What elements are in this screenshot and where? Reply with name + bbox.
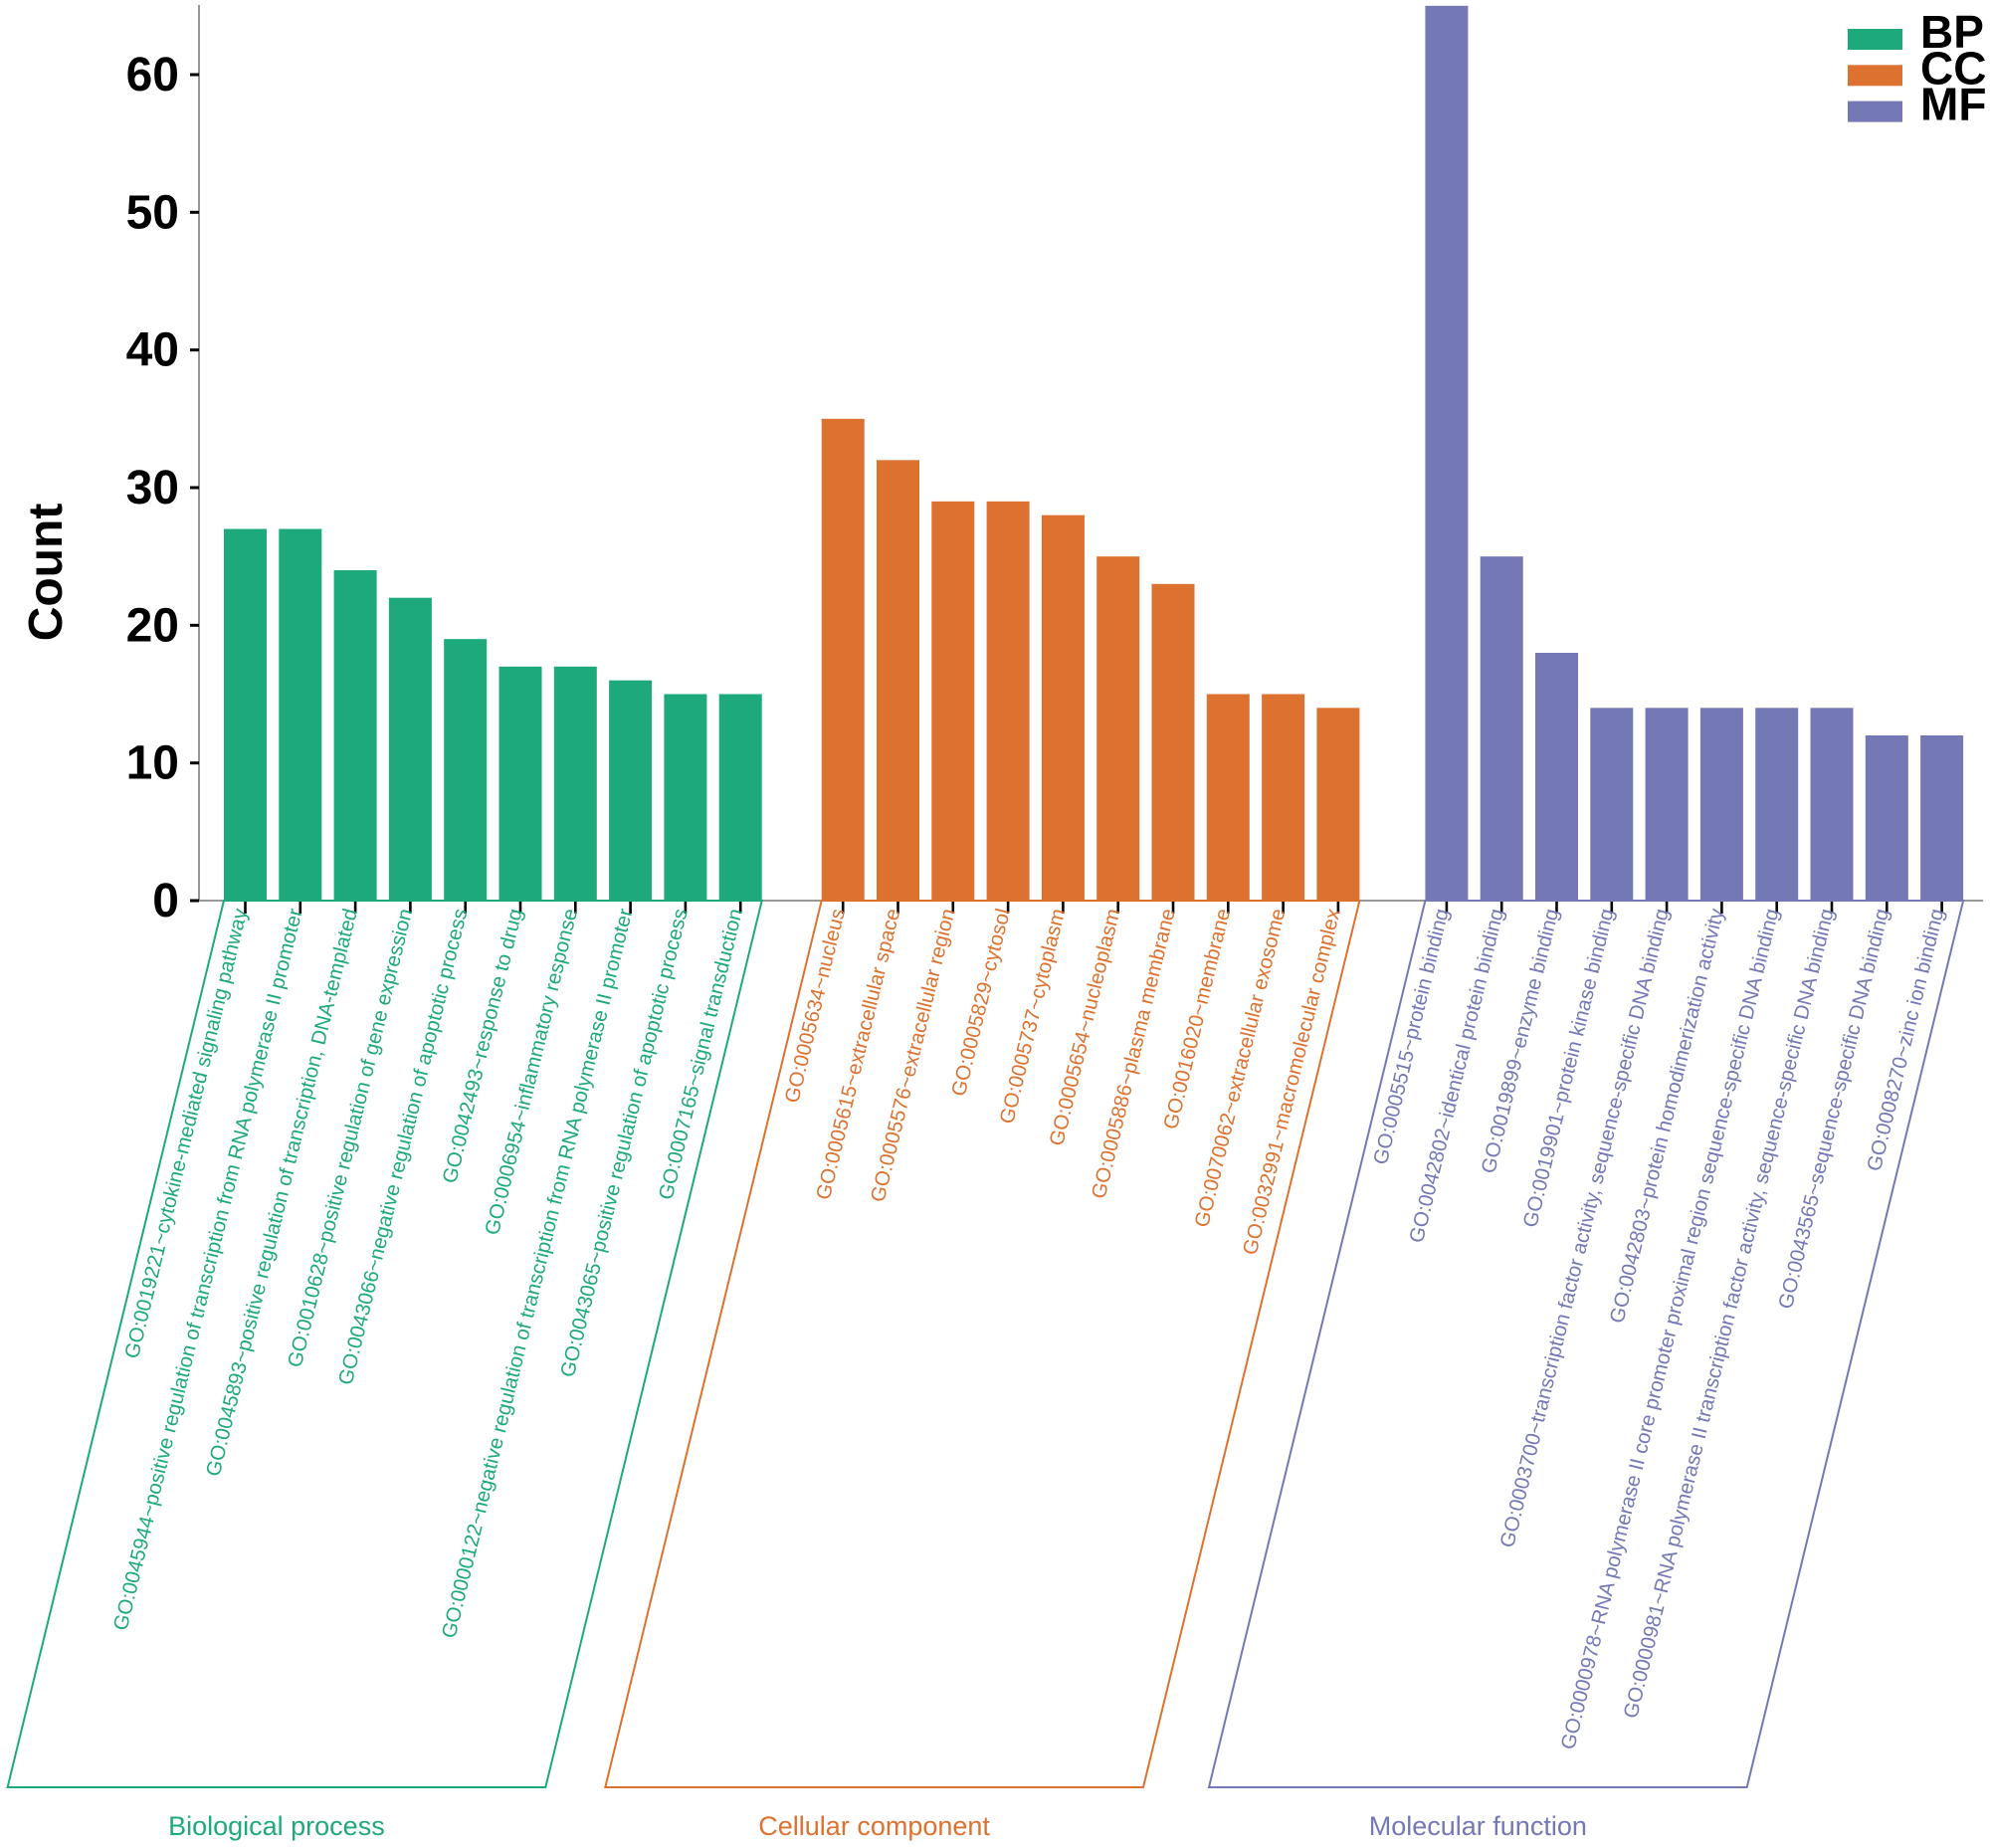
svg-text:MF: MF <box>1920 79 1986 130</box>
svg-text:20: 20 <box>126 599 179 652</box>
svg-text:10: 10 <box>126 737 179 790</box>
svg-text:Biological process: Biological process <box>168 1811 385 1841</box>
svg-text:Count: Count <box>20 504 73 642</box>
svg-text:60: 60 <box>126 49 179 102</box>
svg-text:40: 40 <box>126 324 179 377</box>
svg-text:50: 50 <box>126 186 179 239</box>
svg-text:Molecular function: Molecular function <box>1369 1811 1587 1841</box>
svg-text:Cellular component: Cellular component <box>758 1811 990 1841</box>
svg-text:30: 30 <box>126 462 179 514</box>
svg-text:0: 0 <box>152 875 179 927</box>
